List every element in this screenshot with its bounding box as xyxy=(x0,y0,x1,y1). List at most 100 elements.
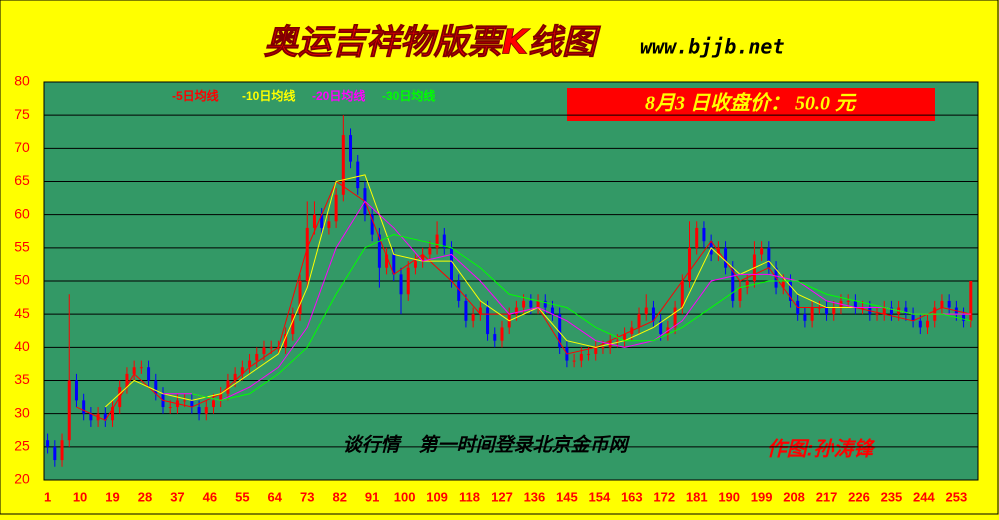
moving-average-line xyxy=(163,200,971,401)
candle-body xyxy=(846,300,850,302)
candle-body xyxy=(334,194,338,222)
candle-body xyxy=(291,314,295,335)
x-tick-label: 19 xyxy=(105,489,119,504)
candle-body xyxy=(385,254,389,268)
candle-body xyxy=(428,247,432,255)
candle-body xyxy=(413,261,417,268)
moving-average-line xyxy=(191,234,971,401)
candle-body xyxy=(969,281,973,321)
candle-body xyxy=(442,234,446,248)
candle-body xyxy=(464,300,468,321)
candle-body xyxy=(760,247,764,255)
x-tick-label: 46 xyxy=(203,489,217,504)
price-label: 8月3 日收盘价： 50.0 元 xyxy=(645,92,857,115)
candle-body xyxy=(147,367,151,381)
candle-body xyxy=(853,300,857,308)
candle-body xyxy=(536,300,540,308)
candle-body xyxy=(889,307,893,315)
candle-body xyxy=(882,307,886,315)
candle-body xyxy=(421,254,425,262)
x-tick-label: 28 xyxy=(138,489,152,504)
x-tick-label: 37 xyxy=(170,489,184,504)
y-tick-label: 20 xyxy=(14,471,30,487)
candle-body xyxy=(615,340,619,342)
x-tick-label: 64 xyxy=(268,489,283,504)
candle-body xyxy=(644,307,648,315)
x-tick-label: 100 xyxy=(394,489,416,504)
candle-body xyxy=(341,135,345,195)
candle-body xyxy=(529,300,533,308)
candle-body xyxy=(262,347,266,354)
candle-body xyxy=(478,307,482,315)
x-tick-label: 127 xyxy=(491,489,513,504)
legend-entry: -20日均线 xyxy=(312,88,365,103)
candle-body xyxy=(298,281,302,315)
candle-body xyxy=(327,221,331,228)
candle-body xyxy=(471,314,475,321)
y-tick-label: 35 xyxy=(14,371,30,387)
candle-body xyxy=(572,360,576,362)
candle-body xyxy=(767,247,771,268)
candle-body xyxy=(702,227,706,242)
candle-body xyxy=(875,314,879,316)
x-tick-label: 145 xyxy=(556,489,578,504)
x-tick-label: 163 xyxy=(621,489,643,504)
candle-body xyxy=(810,307,814,321)
candle-body xyxy=(125,373,129,388)
candle-body xyxy=(211,400,215,408)
candle-body xyxy=(659,320,663,335)
candle-body xyxy=(399,274,403,295)
candle-body xyxy=(947,300,951,308)
candle-body xyxy=(522,300,526,308)
x-tick-label: 208 xyxy=(783,489,805,504)
candle-body xyxy=(269,347,273,349)
chart-title: 奥运吉祥物版票K线图 xyxy=(264,23,601,63)
y-tick-label: 55 xyxy=(14,239,30,255)
candle-body xyxy=(255,353,259,361)
candle-body xyxy=(132,367,136,374)
candle-body xyxy=(60,440,64,461)
x-tick-label: 118 xyxy=(459,489,480,504)
y-tick-label: 50 xyxy=(14,272,30,288)
candle-body xyxy=(82,400,86,414)
candle-body xyxy=(183,400,187,402)
candle-body xyxy=(904,307,908,315)
x-tick-label: 217 xyxy=(816,489,838,504)
candle-body xyxy=(284,334,288,348)
x-tick-label: 55 xyxy=(235,489,249,504)
subtitle: www.bjjb.net xyxy=(640,35,785,59)
candle-body xyxy=(457,281,461,301)
candle-body xyxy=(493,334,497,341)
candle-body xyxy=(111,407,115,421)
footer-note: 谈行情 第一时间登录北京金币网 xyxy=(342,434,630,456)
y-tick-label: 75 xyxy=(14,106,30,122)
author: 作图:孙涛锋 xyxy=(767,437,877,460)
y-tick-label: 40 xyxy=(14,338,30,354)
candle-body xyxy=(594,347,598,354)
candle-body xyxy=(688,247,692,281)
candle-body xyxy=(53,446,57,461)
candle-body xyxy=(911,314,915,321)
candle-body xyxy=(89,413,93,421)
x-tick-label: 91 xyxy=(365,489,379,504)
candle-body xyxy=(500,327,504,341)
candle-body xyxy=(377,234,381,268)
candle-body xyxy=(637,314,641,328)
candle-body xyxy=(248,360,252,368)
candle-body xyxy=(579,353,583,361)
x-tick-label: 244 xyxy=(913,489,935,504)
candle-body xyxy=(154,380,158,394)
candle-body xyxy=(139,367,143,369)
candle-body xyxy=(233,373,237,381)
candle-body xyxy=(680,281,684,308)
y-tick-label: 70 xyxy=(14,139,30,155)
candle-body xyxy=(449,247,453,281)
candle-body xyxy=(601,347,605,349)
candle-body xyxy=(320,214,324,228)
y-tick-label: 60 xyxy=(14,205,30,221)
candle-body xyxy=(103,413,107,421)
candle-body xyxy=(74,380,78,401)
x-tick-label: 235 xyxy=(881,489,903,504)
legend-entry: -10日均线 xyxy=(242,88,295,103)
